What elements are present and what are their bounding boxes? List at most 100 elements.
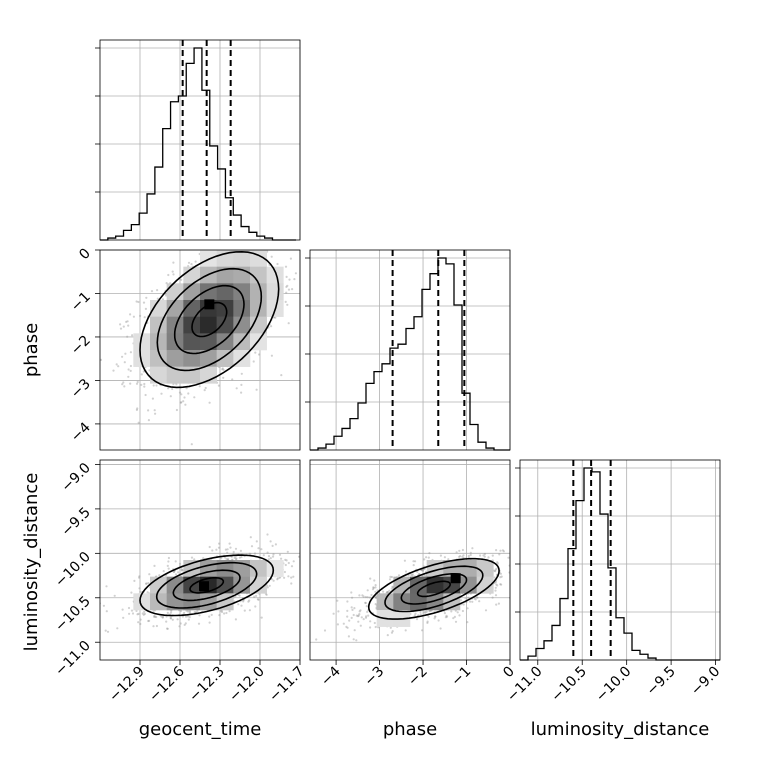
sample-point [190, 443, 193, 446]
sample-point [353, 607, 356, 610]
sample-point [312, 277, 314, 279]
y-tick-label-phase: −3 [68, 376, 94, 402]
sample-point [188, 616, 191, 619]
sample-point [132, 315, 135, 318]
sample-point [203, 389, 206, 392]
sample-point [374, 590, 377, 593]
sample-point [166, 564, 169, 568]
sample-point [469, 551, 472, 555]
density-cell [250, 560, 267, 577]
sample-point [350, 591, 353, 594]
contour-line [172, 569, 241, 602]
sample-point [180, 278, 183, 281]
sample-point [473, 597, 476, 600]
sample-point [196, 609, 199, 613]
sample-point [386, 634, 389, 637]
sample-point [285, 285, 288, 288]
sample-point [255, 388, 258, 391]
sample-point [218, 614, 221, 617]
sample-point [484, 609, 488, 612]
panel-phase-vs-luminosity-distance [309, 459, 534, 661]
sample-point [532, 556, 534, 558]
sample-point [365, 615, 368, 618]
sample-point [374, 596, 378, 599]
sample-point [425, 610, 428, 613]
sample-point [140, 373, 143, 376]
sample-point [141, 612, 144, 615]
sample-point [347, 635, 350, 638]
sample-point [419, 610, 422, 614]
sample-point [137, 421, 140, 424]
sample-point [342, 622, 345, 625]
panel-frame [99, 249, 301, 451]
density-cell [216, 300, 234, 317]
sample-point [288, 278, 291, 281]
sample-point [369, 626, 372, 629]
sample-point [294, 272, 297, 275]
sample-point [181, 569, 184, 572]
sample-point [359, 624, 362, 627]
sample-point [350, 616, 353, 620]
sample-point [364, 601, 367, 605]
sample-point [127, 324, 130, 327]
sample-point [491, 554, 494, 557]
sample-point [301, 564, 303, 566]
density-cell [200, 283, 217, 301]
sample-point [119, 327, 123, 330]
density-cell [216, 333, 234, 351]
sample-point [139, 618, 142, 621]
sample-point [135, 382, 139, 385]
sample-point [433, 617, 436, 620]
sample-point [258, 353, 261, 356]
sample-point [112, 369, 115, 372]
sample-point [127, 375, 130, 378]
sample-point [289, 257, 292, 260]
sample-point [364, 595, 367, 599]
sample-point [178, 391, 182, 394]
sample-point [260, 548, 263, 551]
sample-point [445, 614, 448, 617]
sample-point [137, 300, 140, 304]
sample-point [434, 615, 437, 618]
sample-point [467, 554, 470, 558]
sample-point [223, 612, 226, 615]
sample-point [133, 579, 136, 583]
sample-point [272, 579, 275, 582]
sample-point [198, 614, 201, 617]
sample-point [424, 610, 427, 613]
sample-point [278, 576, 281, 580]
sample-point [403, 559, 406, 562]
sample-point [516, 581, 518, 583]
sample-point [144, 307, 147, 310]
sample-point [287, 561, 290, 565]
sample-point [367, 614, 370, 617]
y-label-phase: phase [21, 323, 42, 377]
sample-point [404, 570, 408, 573]
sample-point [315, 638, 318, 641]
sample-point [235, 387, 238, 390]
sample-point [167, 387, 170, 390]
x-label-phase: phase [383, 719, 437, 740]
sample-point [125, 320, 128, 323]
sample-point [145, 582, 148, 585]
contour-line [189, 577, 225, 594]
sample-point [167, 273, 170, 277]
sample-point [142, 613, 145, 616]
sample-point [145, 296, 148, 299]
sample-point [301, 547, 303, 549]
sample-point [313, 232, 315, 234]
sample-point [210, 613, 213, 617]
y-tick-label-luminosity-distance: −9.0 [58, 460, 93, 495]
sample-point [139, 590, 142, 594]
sample-point [455, 551, 458, 554]
sample-point [238, 237, 240, 239]
sample-point [208, 621, 211, 624]
sample-point [158, 574, 161, 577]
sample-point [147, 409, 150, 412]
sample-point [116, 627, 119, 630]
sample-point [369, 620, 372, 623]
panel-content [100, 533, 303, 633]
sample-point [255, 594, 258, 598]
sample-point [469, 553, 472, 557]
sample-point [284, 265, 288, 268]
